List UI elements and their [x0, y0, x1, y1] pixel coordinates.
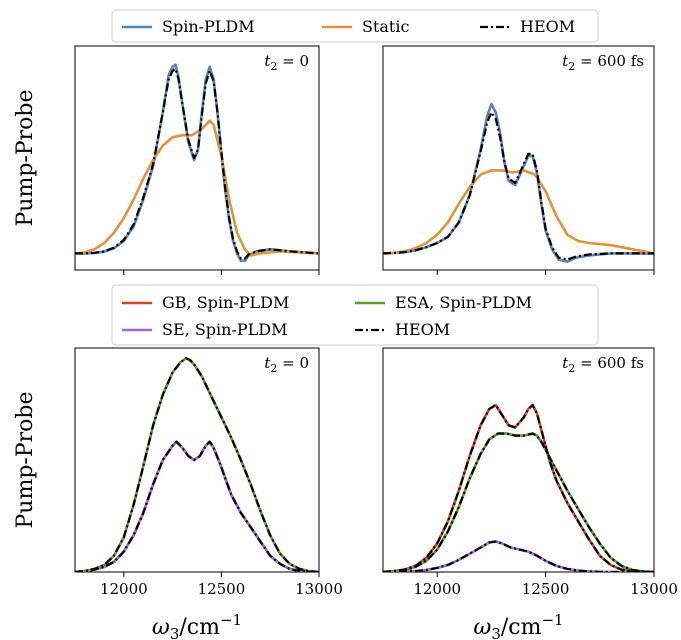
- series-line-heom: [75, 440, 319, 572]
- series-line-heom: [383, 540, 654, 572]
- legend-label: ESA, Spin-PLDM: [395, 293, 532, 312]
- series-line-esa-spin-pldm: [383, 432, 654, 572]
- panel-annotation: t2 = 0: [264, 52, 309, 73]
- y-axis-label: Pump-Probe: [13, 89, 38, 226]
- series-line-static: [75, 119, 319, 257]
- axes-frame: [74, 45, 320, 271]
- series-line-esa-spin-pldm: [75, 356, 319, 572]
- panel-annotation: t2 = 600 fs: [562, 354, 644, 375]
- x-tick-label: 12500: [522, 580, 570, 598]
- legend-label: Static: [362, 17, 409, 36]
- legend-label: Spin-PLDM: [162, 17, 255, 36]
- series-line-se-spin-pldm: [75, 440, 319, 572]
- legend-top: Spin-PLDM Static HEOM: [111, 9, 599, 43]
- series-line-heom: [383, 111, 654, 261]
- chart-panel-1: t2 = 0 Pump-Probe: [13, 45, 320, 275]
- series-line-spin-pldm: [75, 63, 319, 262]
- legend-box: [111, 9, 599, 43]
- series-line-gb-spin-pldm: [75, 440, 319, 572]
- axes-frame: [382, 347, 655, 573]
- series-line-heom: [383, 403, 654, 572]
- x-tick-label: 12000: [413, 580, 461, 598]
- series-line-heom: [75, 67, 319, 260]
- chart-panel-2: t2 = 600 fs: [382, 45, 655, 275]
- x-tick-label: 12000: [100, 580, 148, 598]
- panel-annotation: t2 = 600 fs: [562, 52, 644, 73]
- panel-annotation: t2 = 0: [264, 354, 309, 375]
- series-line-heom: [383, 432, 654, 572]
- legend-label: SE, Spin-PLDM: [162, 320, 287, 339]
- y-axis-label: Pump-Probe: [13, 391, 38, 528]
- panels: t2 = 0 Pump-Probe t2 = 600 fs 12000 12500 130…: [13, 45, 678, 640]
- legend-label: HEOM: [395, 320, 450, 339]
- chart-panel-3: 12000 12500 13000 t2 = 0 Pump-Probe ω3/cm−1: [13, 347, 343, 640]
- x-tick-label: 12500: [198, 580, 246, 598]
- series-line-heom: [75, 357, 319, 572]
- x-tick-label: 13000: [630, 580, 678, 598]
- chart-panel-4: 12000 12500 13000 t2 = 600 fs ω3/cm−1: [382, 347, 678, 640]
- x-tick-label: 13000: [295, 580, 343, 598]
- series-line-spin-pldm: [383, 102, 654, 263]
- axes-frame: [74, 347, 320, 573]
- x-axis-label: ω3/cm−1: [473, 611, 563, 640]
- legend-label: HEOM: [520, 17, 575, 36]
- legend-middle: GB, Spin-PLDM ESA, Spin-PLDM SE, Spin-PLDM…: [111, 284, 599, 346]
- x-axis-label: ω3/cm−1: [152, 611, 242, 640]
- legend-label: GB, Spin-PLDM: [162, 293, 289, 312]
- series-line-static: [383, 169, 654, 255]
- series-line-gb-spin-pldm: [383, 403, 654, 572]
- axes-frame: [382, 45, 655, 271]
- legend-box: [111, 284, 599, 346]
